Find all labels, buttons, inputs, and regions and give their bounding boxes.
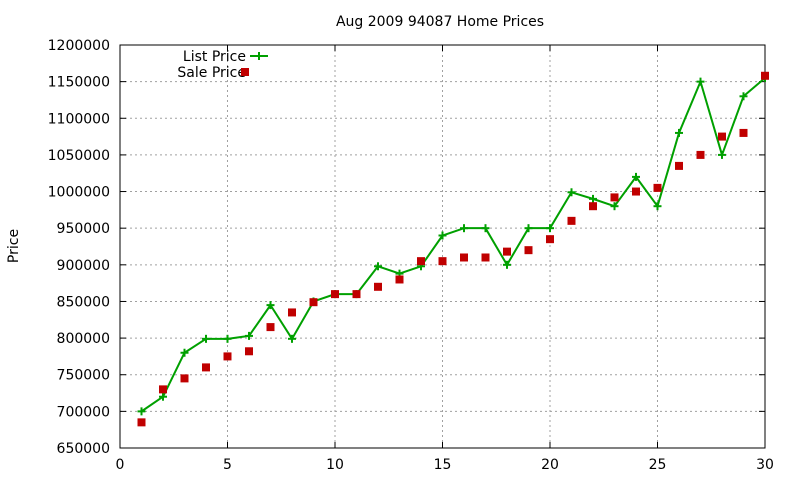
sale-price-point — [352, 290, 361, 299]
list-price-point — [159, 392, 167, 401]
x-tick-label: 5 — [223, 457, 232, 473]
sale-price-point — [395, 275, 404, 284]
list-price-point — [266, 301, 275, 310]
y-tick-label: 1100000 — [48, 111, 110, 127]
list-price-point — [739, 92, 748, 101]
list-price-point — [675, 128, 683, 137]
sale-price-point — [137, 418, 146, 427]
list-price-point — [223, 334, 232, 343]
legend-swatch-cross — [255, 52, 263, 60]
sale-price-point — [761, 71, 769, 80]
sale-price-point — [610, 193, 619, 202]
chart-title: Aug 2009 94087 Home Prices — [336, 14, 544, 30]
sale-price-point — [632, 187, 640, 196]
y-tick-label: 750000 — [57, 368, 110, 384]
sale-price-point — [653, 183, 662, 192]
list-price-line — [140, 77, 766, 413]
sale-price-point — [675, 161, 683, 170]
x-tick-label: 0 — [116, 457, 125, 473]
list-price-point — [524, 224, 533, 233]
axes: 0 5 10 15 20 25 30 650000 700000 750000 800000 8500… — [48, 38, 774, 473]
sale-price-point — [309, 298, 318, 307]
sale-price-point — [245, 347, 253, 356]
sale-price-point — [438, 257, 447, 266]
sale-price-point — [417, 257, 425, 266]
y-tick-label: 1200000 — [48, 38, 110, 54]
sale-price-point — [180, 374, 189, 383]
list-price-point — [438, 231, 447, 240]
legend-label-sale-price: Sale Price — [177, 65, 246, 81]
list-price-point — [481, 224, 490, 233]
sale-price-point — [589, 202, 597, 211]
list-price-point — [567, 188, 576, 197]
x-tick-label: 10 — [326, 457, 344, 473]
list-price-point — [503, 260, 511, 269]
list-price-point — [202, 334, 210, 343]
y-tick-label: 950000 — [57, 221, 110, 237]
y-tick-label: 1000000 — [48, 185, 110, 201]
y-tick-label: 650000 — [57, 441, 110, 457]
sale-price-point — [546, 235, 554, 244]
list-price-point — [245, 331, 253, 340]
list-price-point — [546, 224, 554, 233]
x-tick-label: 20 — [541, 457, 559, 473]
legend-swatch-square — [241, 68, 249, 76]
sale-price-point — [331, 290, 339, 299]
series-sale-price — [137, 71, 769, 427]
y-tick-label: 700000 — [57, 404, 110, 420]
y-tick-label: 1150000 — [48, 75, 110, 91]
sale-price-point — [739, 128, 748, 137]
grid — [120, 45, 765, 448]
sale-price-point — [159, 385, 167, 394]
legend-label-list-price: List Price — [183, 49, 246, 65]
sale-price-point — [288, 308, 296, 317]
sale-price-point — [503, 247, 511, 256]
sale-price-point — [718, 132, 726, 141]
x-tick-label: 30 — [756, 457, 774, 473]
y-tick-label: 1050000 — [48, 148, 110, 164]
sale-price-point — [524, 246, 533, 255]
x-tick-label: 15 — [434, 457, 452, 473]
list-price-point — [374, 262, 382, 271]
y-axis-label: Price — [6, 229, 22, 263]
sale-price-point — [696, 150, 705, 159]
y-tick-label: 800000 — [57, 331, 110, 347]
sale-price-point — [460, 253, 468, 262]
sale-price-point — [266, 323, 275, 332]
x-tick-label: 25 — [649, 457, 667, 473]
list-price-point — [460, 224, 468, 233]
list-price-point — [288, 334, 296, 343]
sale-price-point — [481, 253, 490, 262]
series-list-price — [137, 73, 769, 416]
y-tick-label: 900000 — [57, 258, 110, 274]
sale-price-point — [223, 352, 232, 361]
list-price-point — [137, 407, 146, 416]
list-price-point — [718, 150, 726, 159]
list-price-point — [696, 77, 705, 86]
list-price-point — [653, 202, 662, 211]
list-price-point — [610, 202, 619, 211]
list-price-point — [180, 348, 189, 357]
list-price-point — [632, 172, 640, 181]
sale-price-point — [374, 282, 382, 291]
list-price-point — [589, 194, 597, 203]
y-tick-label: 850000 — [57, 294, 110, 310]
sale-price-point — [202, 363, 210, 372]
sale-price-point — [567, 216, 576, 225]
series — [137, 71, 769, 427]
